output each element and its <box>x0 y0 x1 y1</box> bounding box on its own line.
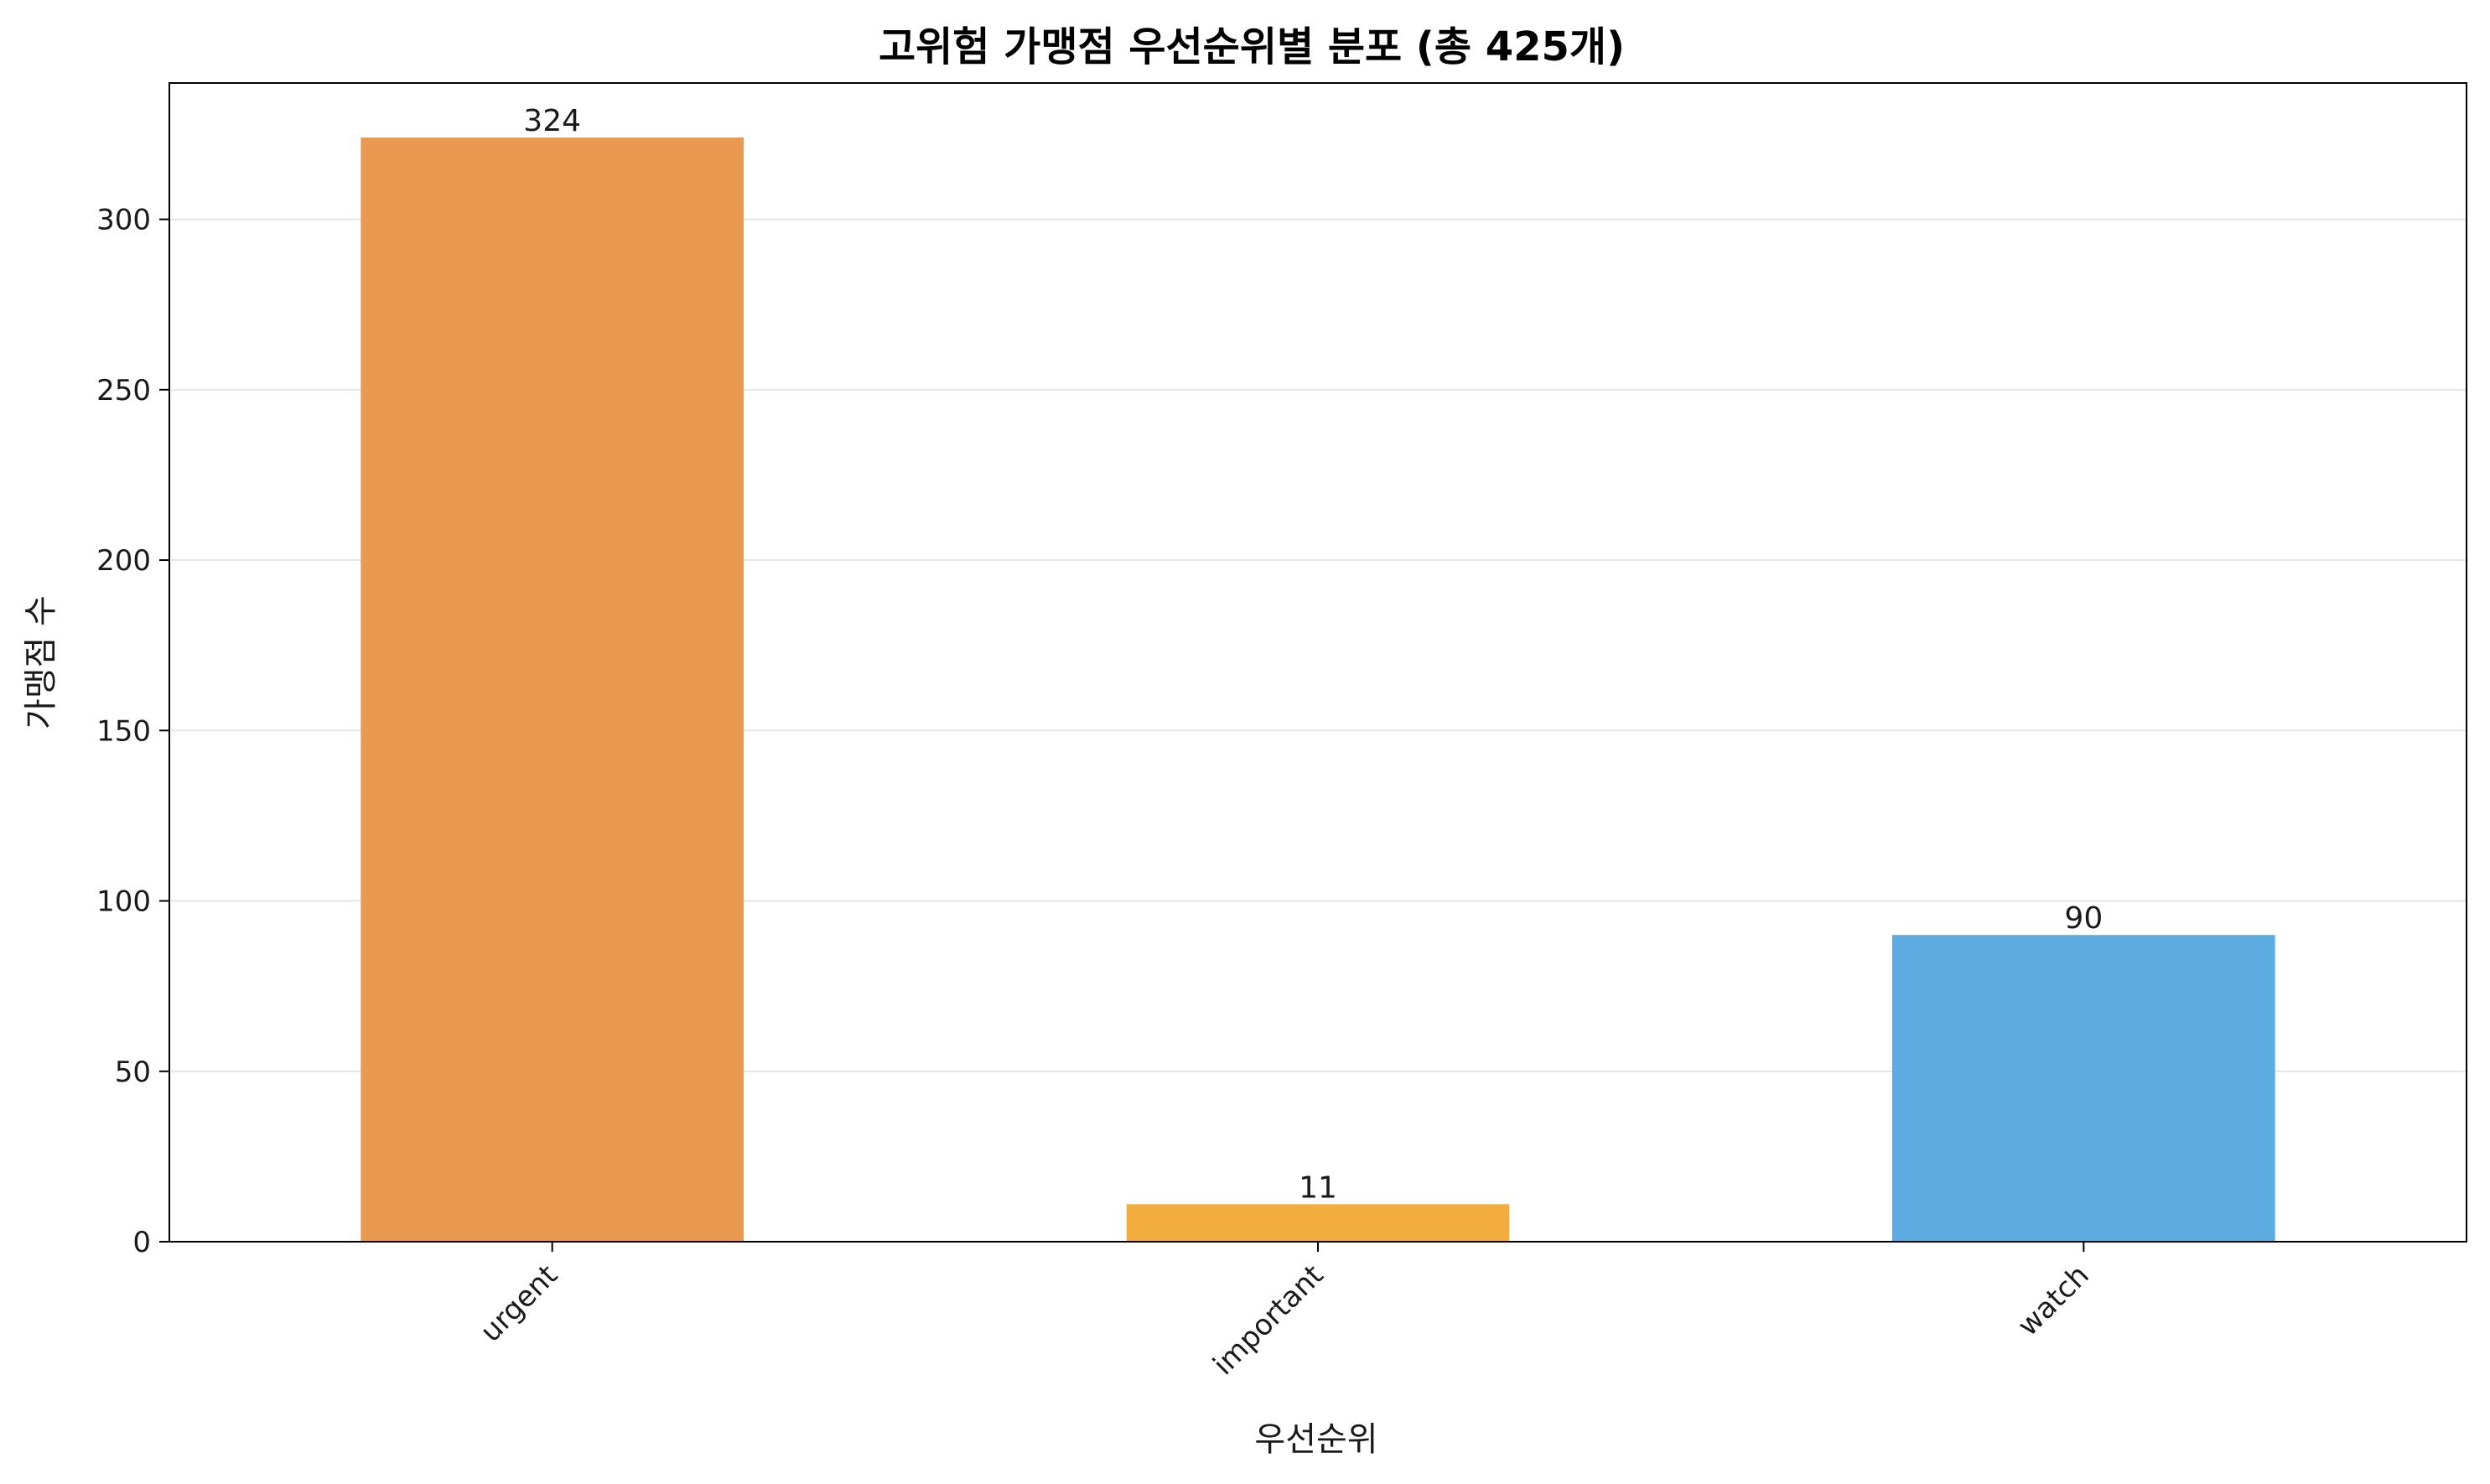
y-tick-label: 0 <box>132 1226 151 1259</box>
bar-watch <box>1892 935 2275 1242</box>
bar-important <box>1126 1204 1510 1242</box>
y-tick-label: 300 <box>96 204 151 237</box>
data-label-watch: 90 <box>2064 901 2103 936</box>
bar-urgent <box>361 138 744 1243</box>
y-tick-label: 100 <box>96 885 151 919</box>
y-axis-title: 가맹점 수 <box>22 595 60 729</box>
chart-title: 고위험 가맹점 우선순위별 분포 (총 425개) <box>879 23 1625 70</box>
y-tick-label: 150 <box>96 714 151 748</box>
x-axis-title: 우선순위 <box>1254 1420 1377 1459</box>
bars <box>361 138 2275 1243</box>
y-axis: 0 50 100 150 200 250 300 <box>96 204 169 1259</box>
data-labels: 324 11 90 <box>523 104 2103 1205</box>
data-label-urgent: 324 <box>523 104 581 138</box>
y-tick-label: 200 <box>96 544 151 578</box>
data-label-important: 11 <box>1299 1170 1337 1205</box>
y-tick-label: 50 <box>115 1056 151 1089</box>
y-tick-label: 250 <box>96 374 151 407</box>
